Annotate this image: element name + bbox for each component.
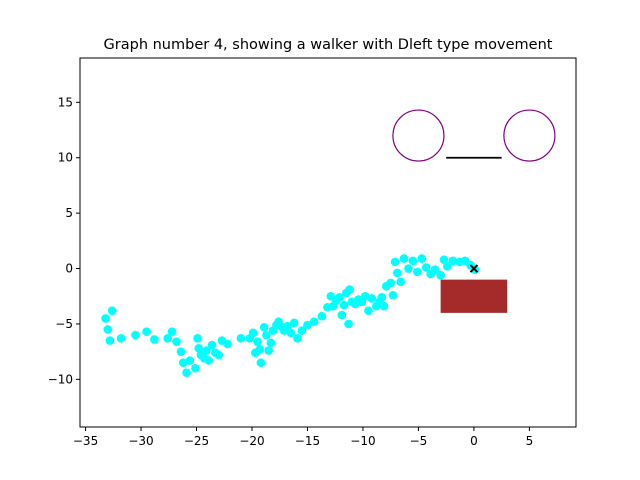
walker-point (103, 325, 113, 334)
walker-point (430, 265, 440, 274)
walker-point (396, 277, 405, 287)
walker-point (178, 358, 188, 368)
walker-point (182, 368, 191, 378)
walker-point (303, 320, 312, 330)
x-tick-label: −10 (350, 434, 375, 448)
walker-point (335, 293, 344, 302)
walker-point (101, 314, 110, 323)
walker-point (191, 363, 200, 373)
marker-stroke (469, 264, 479, 273)
plot-frame (79, 57, 577, 428)
walker-point (255, 345, 265, 354)
walker-point (193, 334, 202, 343)
walker-point (390, 257, 400, 267)
walker-point (286, 328, 296, 338)
walker-point (344, 319, 353, 329)
walker-point (214, 350, 224, 360)
x-tick-label: −30 (128, 434, 153, 448)
target-rectangle (440, 279, 508, 313)
current-position-marker (469, 264, 479, 273)
walker-point (289, 318, 299, 328)
obstacle-circle (503, 109, 556, 162)
walker-point (442, 262, 452, 271)
walker-point (360, 291, 370, 301)
walker-point (107, 306, 117, 315)
walker-point (202, 346, 211, 355)
chart-title: Graph number 4, showing a walker with Dl… (104, 37, 553, 53)
walker-point (379, 301, 389, 311)
walker-point (131, 330, 140, 340)
walker-point (248, 328, 258, 338)
walker-point (176, 347, 186, 356)
obstacle-circle (392, 109, 445, 162)
walker-point (345, 285, 354, 294)
walker-point (339, 300, 349, 310)
walker-point (317, 311, 327, 321)
walker-point (167, 327, 177, 337)
walker-point (116, 334, 126, 343)
x-tick-label: −15 (295, 434, 320, 448)
walker-point (421, 263, 431, 272)
walker-point (259, 322, 269, 332)
walker-point (172, 337, 181, 346)
walker-point (194, 344, 204, 353)
walker-point (264, 346, 273, 355)
walker-point (413, 267, 422, 277)
walker-point (436, 270, 445, 280)
walker-point (448, 256, 458, 266)
x-tick-label: 0 (470, 434, 478, 448)
x-tick-label: 5 (526, 434, 534, 448)
axes: −35 −30 −25 −20 −15 −10 −5 0 5 −10 −5 0 5 10 15 (48, 95, 534, 448)
x-tick-label: −35 (73, 434, 98, 448)
walker-point (388, 290, 398, 300)
walker-point (163, 334, 172, 343)
x-tick-label: −25 (184, 434, 209, 448)
x-tick-label: −5 (410, 434, 428, 448)
walker-point (266, 338, 276, 348)
walker-point (223, 339, 232, 349)
walker-point (393, 268, 402, 278)
walker-point (253, 337, 262, 346)
walker-point (142, 327, 151, 337)
walker-point (204, 356, 214, 365)
walker-point (367, 294, 377, 303)
y-tick-label: 5 (65, 206, 73, 220)
walker-point (185, 356, 195, 365)
walker-point (256, 358, 266, 368)
walker-point (297, 326, 307, 335)
plot-area (101, 109, 556, 378)
walker-point (105, 336, 115, 345)
walker-point (283, 321, 292, 331)
walker-point (386, 278, 395, 288)
y-tick-label: −5 (55, 317, 73, 331)
walker-point (207, 340, 217, 350)
y-tick-label: 10 (58, 151, 73, 165)
walker-point (404, 264, 413, 273)
x-tick-label: −20 (239, 434, 264, 448)
walker-point (293, 334, 302, 343)
y-tick-label: −10 (48, 372, 73, 386)
walker-point (408, 256, 418, 266)
y-tick-label: 15 (58, 95, 73, 109)
y-tick-label: 0 (65, 262, 73, 276)
walker-point (439, 255, 449, 264)
walker-point (236, 334, 246, 343)
walker-point (364, 306, 373, 315)
walker-point (262, 330, 271, 340)
walker-point (309, 317, 319, 327)
walker-point (150, 335, 159, 344)
walker-point (399, 254, 409, 263)
walker-point (377, 293, 387, 302)
walker-point (417, 254, 427, 263)
walker-point (337, 310, 347, 320)
